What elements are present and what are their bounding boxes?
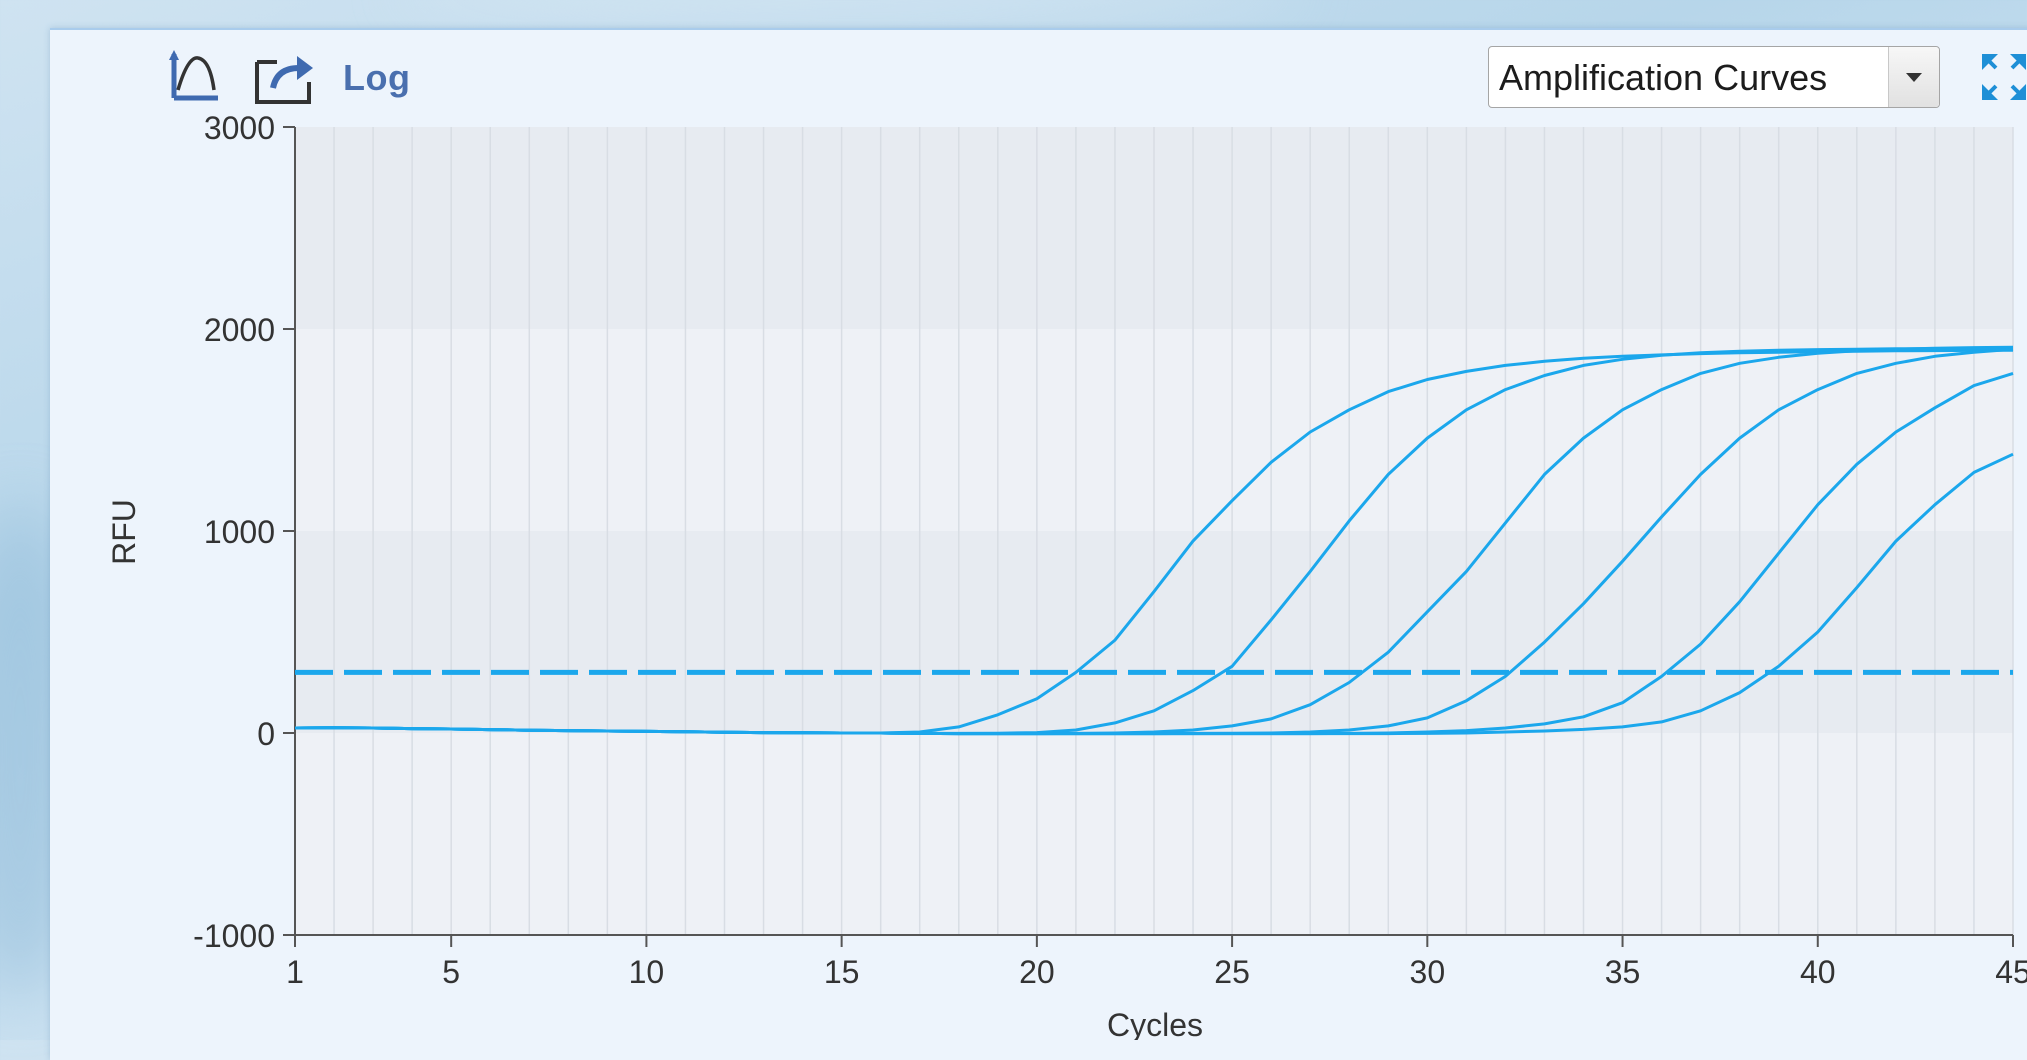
x-tick-label: 15: [824, 954, 860, 990]
y-tick-label: -1000: [193, 918, 275, 954]
y-tick-label: 3000: [204, 110, 275, 146]
x-tick-label: 35: [1605, 954, 1641, 990]
x-tick-label: 20: [1019, 954, 1055, 990]
chevron-down-icon: [1906, 73, 1922, 82]
x-tick-label: 45: [1995, 954, 2027, 990]
export-icon[interactable]: [253, 52, 317, 106]
amplification-curve-6: [294, 452, 2014, 736]
y-tick-label: 0: [257, 716, 275, 752]
x-tick-label: 5: [442, 954, 460, 990]
y-tick-label: 1000: [204, 514, 275, 550]
x-axis-label: Cycles: [1107, 1007, 1203, 1040]
y-tick-label: 2000: [204, 312, 275, 348]
x-tick-label: 30: [1410, 954, 1446, 990]
x-tick-label: 25: [1214, 954, 1250, 990]
y-axis-label: RFU: [106, 499, 142, 565]
curve-icon[interactable]: [168, 50, 228, 106]
view-select-value: Amplification Curves: [1499, 57, 1828, 98]
log-scale-toggle[interactable]: Log: [343, 57, 411, 98]
view-select-button[interactable]: [1888, 47, 1939, 107]
x-tick-label: 1: [286, 954, 304, 990]
x-tick-label: 40: [1800, 954, 1836, 990]
expand-icon[interactable]: [1980, 52, 2027, 102]
view-select[interactable]: Amplification Curves: [1488, 46, 1940, 108]
x-tick-label: 10: [629, 954, 665, 990]
